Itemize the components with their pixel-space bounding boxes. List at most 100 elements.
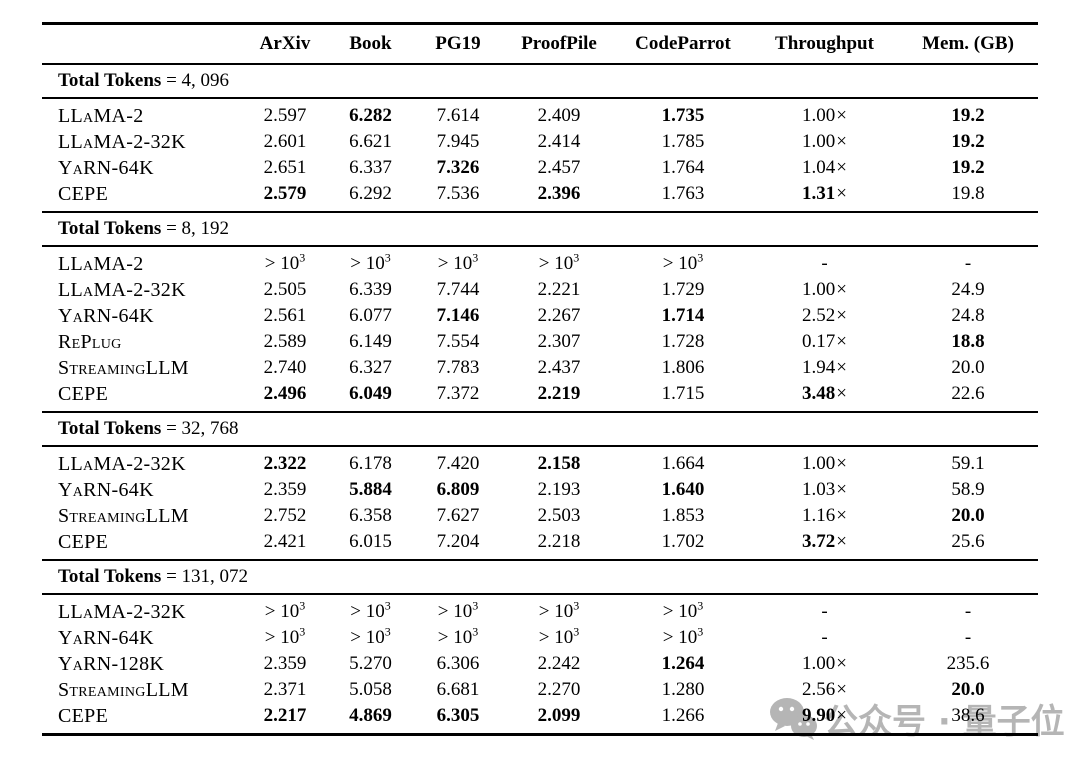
- value-cell: 2.52×: [802, 305, 847, 326]
- model-name-cell: YaRN-128K: [58, 653, 165, 675]
- value-cell: 20.0: [951, 679, 985, 700]
- value-cell: 1.266: [661, 705, 705, 726]
- value-cell: 58.9: [951, 479, 985, 500]
- value-cell: 5.884: [349, 479, 392, 500]
- value-cell: 2.589: [263, 331, 307, 352]
- section-title-row: Total Tokens = 131, 072: [42, 559, 1038, 595]
- value-cell: 19.2: [951, 131, 985, 152]
- model-name-cell: YaRN-64K: [58, 479, 154, 501]
- model-name-cell: YaRN-64K: [58, 305, 154, 327]
- value-cell: 2.218: [537, 531, 581, 552]
- value-cell: 6.049: [349, 383, 392, 404]
- table-row: LLaMA-2 > 103 > 103 > 103 > 103 > 103 - -: [42, 246, 1038, 277]
- table-row: CEPE 2.496 6.049 7.372 2.219 1.715 3.48× 22.6: [42, 381, 1038, 412]
- value-cell: 22.6: [951, 383, 985, 404]
- model-name-cell: RePlug: [58, 331, 122, 353]
- value-cell: 1.00×: [802, 453, 847, 474]
- model-name-cell: CEPE: [58, 183, 109, 205]
- value-cell: -: [964, 627, 972, 648]
- section-title-label: Total Tokens: [58, 418, 162, 439]
- col-header-book: Book: [328, 23, 413, 65]
- value-cell: > 103: [437, 624, 479, 648]
- table-row: CEPE 2.421 6.015 7.204 2.218 1.702 3.72× 25.6: [42, 529, 1038, 560]
- value-cell: 2.579: [263, 183, 307, 204]
- value-cell: > 103: [264, 624, 306, 648]
- value-cell: 1.00×: [802, 653, 847, 674]
- value-cell: 6.305: [436, 705, 480, 726]
- value-cell: 1.715: [661, 383, 705, 404]
- value-cell: > 103: [662, 624, 704, 648]
- col-header-arxiv: ArXiv: [242, 23, 328, 65]
- value-cell: 9.90×: [802, 705, 847, 726]
- value-cell: 6.339: [349, 279, 392, 300]
- model-name-cell: LLaMA-2-32K: [58, 601, 186, 623]
- model-name-cell: StreamingLLM: [58, 357, 189, 379]
- value-cell: -: [821, 601, 828, 622]
- value-cell: -: [964, 601, 972, 622]
- table-header: ArXiv Book PG19 ProofPile CodeParrot Thr…: [42, 23, 1038, 65]
- value-cell: 7.627: [436, 505, 480, 526]
- value-cell: 2.307: [537, 331, 581, 352]
- value-cell: 1.764: [661, 157, 705, 178]
- value-cell: 1.280: [661, 679, 705, 700]
- value-cell: 5.058: [349, 679, 392, 700]
- value-cell: 20.0: [951, 505, 985, 526]
- value-cell: 2.457: [537, 157, 581, 178]
- value-cell: 7.204: [436, 531, 480, 552]
- value-cell: 2.421: [263, 531, 307, 552]
- value-cell: 19.8: [951, 183, 985, 204]
- table-row: StreamingLLM 2.371 5.058 6.681 2.270 1.280 2.5…: [42, 677, 1038, 703]
- value-cell: 2.359: [263, 653, 307, 674]
- value-cell: 2.597: [263, 105, 307, 126]
- value-cell: 1.00×: [802, 105, 847, 126]
- value-cell: 2.414: [537, 131, 581, 152]
- value-cell: 6.015: [349, 531, 392, 552]
- value-cell: > 103: [662, 250, 704, 274]
- value-cell: -: [964, 253, 972, 274]
- value-cell: 6.282: [349, 105, 392, 126]
- value-cell: 7.744: [436, 279, 480, 300]
- col-header-throughput: Throughput: [751, 23, 898, 65]
- value-cell: 2.505: [263, 279, 307, 300]
- value-cell: 3.48×: [802, 383, 847, 404]
- model-name-cell: StreamingLLM: [58, 505, 189, 527]
- table-row: YaRN-64K > 103 > 103 > 103 > 103 > 103 - -: [42, 625, 1038, 651]
- model-name-cell: StreamingLLM: [58, 679, 189, 701]
- value-cell: 6.178: [349, 453, 392, 474]
- value-cell: 19.2: [951, 105, 985, 126]
- value-cell: > 103: [350, 624, 391, 648]
- value-cell: 7.945: [436, 131, 480, 152]
- col-header-model: [42, 23, 242, 65]
- model-name-cell: CEPE: [58, 705, 109, 727]
- model-name-cell: LLaMA-2: [58, 105, 144, 127]
- value-cell: > 103: [437, 250, 479, 274]
- table-row: LLaMA-2-32K 2.601 6.621 7.945 2.414 1.785 1.00…: [42, 129, 1038, 155]
- value-cell: 5.270: [349, 653, 392, 674]
- value-cell: 24.9: [951, 279, 985, 300]
- value-cell: 7.420: [436, 453, 480, 474]
- header-row: ArXiv Book PG19 ProofPile CodeParrot Thr…: [42, 23, 1038, 65]
- value-cell: 1.728: [661, 331, 705, 352]
- table-row: YaRN-64K 2.561 6.077 7.146 2.267 1.714 2.52× 24…: [42, 303, 1038, 329]
- value-cell: 2.221: [537, 279, 581, 300]
- value-cell: 1.702: [661, 531, 705, 552]
- value-cell: 1.640: [661, 479, 705, 500]
- value-cell: 1.853: [661, 505, 705, 526]
- value-cell: 2.752: [263, 505, 307, 526]
- value-cell: 6.681: [436, 679, 480, 700]
- value-cell: 25.6: [951, 531, 985, 552]
- section-title-value: = 4, 096: [161, 70, 230, 91]
- value-cell: > 103: [538, 624, 580, 648]
- value-cell: 1.806: [661, 357, 705, 378]
- section-title-value: = 8, 192: [161, 218, 230, 239]
- value-cell: 2.322: [263, 453, 307, 474]
- value-cell: 2.099: [537, 705, 581, 726]
- value-cell: > 103: [437, 598, 479, 622]
- value-cell: 6.306: [436, 653, 480, 674]
- table-row: LLaMA-2-32K > 103 > 103 > 103 > 103 > 103 - -: [42, 594, 1038, 625]
- value-cell: 19.2: [951, 157, 985, 178]
- model-name-cell: CEPE: [58, 531, 109, 553]
- section-title-row: Total Tokens = 4, 096: [42, 63, 1038, 99]
- value-cell: 6.358: [349, 505, 392, 526]
- value-cell: 2.601: [263, 131, 307, 152]
